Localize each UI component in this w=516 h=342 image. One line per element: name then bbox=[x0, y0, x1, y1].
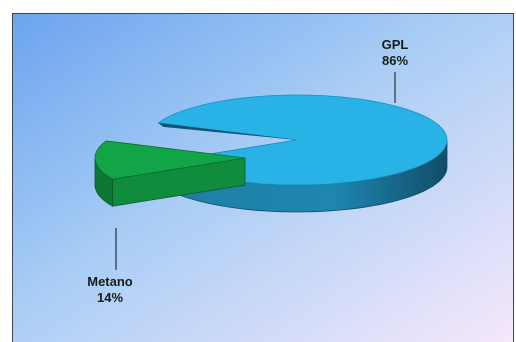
slice-metano bbox=[94, 140, 246, 207]
slice-label-gpl: GPL bbox=[382, 37, 409, 52]
slice-value-label-gpl: 86% bbox=[382, 53, 408, 68]
slice-metano-top bbox=[94, 140, 246, 180]
slice-value-label-metano: 14% bbox=[97, 290, 123, 305]
slice-label-metano: Metano bbox=[87, 274, 133, 289]
chart-area: GPL 86% Metano 14% bbox=[12, 13, 514, 342]
